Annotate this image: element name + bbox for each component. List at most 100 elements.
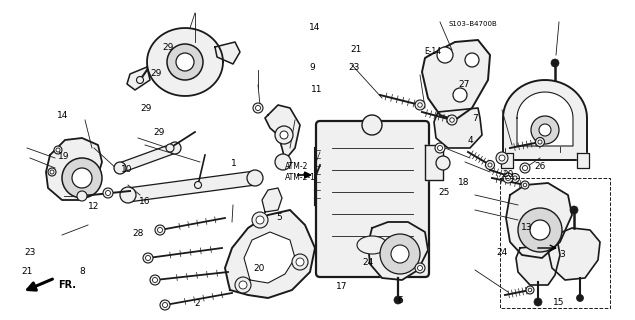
Circle shape [538, 140, 542, 144]
Polygon shape [127, 67, 150, 90]
Text: 3: 3 [559, 250, 565, 259]
Circle shape [551, 59, 559, 67]
Circle shape [437, 47, 453, 63]
Circle shape [114, 162, 126, 174]
Text: 11: 11 [311, 85, 322, 94]
Circle shape [163, 302, 168, 308]
Circle shape [292, 254, 308, 270]
Circle shape [157, 228, 163, 233]
Polygon shape [501, 153, 513, 168]
Circle shape [137, 76, 144, 84]
Text: 9: 9 [309, 63, 316, 72]
Circle shape [62, 158, 102, 198]
Text: 7: 7 [472, 114, 478, 123]
Circle shape [505, 175, 511, 180]
Circle shape [523, 165, 528, 171]
Circle shape [447, 115, 457, 125]
Circle shape [503, 173, 513, 183]
Circle shape [391, 245, 409, 263]
Circle shape [570, 206, 578, 214]
Text: S103–B4700B: S103–B4700B [448, 21, 497, 27]
Circle shape [145, 255, 150, 260]
Polygon shape [516, 244, 560, 285]
Polygon shape [265, 105, 300, 160]
Circle shape [72, 168, 92, 188]
Circle shape [143, 253, 153, 263]
Text: 4: 4 [467, 136, 472, 145]
Text: 27: 27 [458, 80, 469, 89]
Text: 19: 19 [58, 152, 69, 161]
Text: 21: 21 [350, 45, 361, 54]
Text: 6: 6 [397, 296, 403, 305]
Circle shape [531, 116, 559, 144]
Polygon shape [425, 145, 443, 180]
Circle shape [523, 183, 527, 187]
Circle shape [488, 163, 492, 167]
Circle shape [518, 208, 562, 252]
Text: 21: 21 [21, 268, 32, 276]
Polygon shape [215, 42, 240, 64]
Circle shape [54, 146, 62, 154]
Text: 10: 10 [121, 165, 133, 174]
Circle shape [176, 53, 194, 71]
Circle shape [528, 288, 531, 292]
Text: 28: 28 [133, 229, 144, 238]
Polygon shape [262, 188, 282, 212]
Circle shape [513, 176, 517, 180]
Text: 23: 23 [349, 63, 360, 72]
Circle shape [496, 152, 508, 164]
Text: 2: 2 [194, 300, 199, 308]
Circle shape [194, 181, 201, 188]
Circle shape [465, 53, 479, 67]
Circle shape [417, 266, 422, 270]
Circle shape [160, 300, 170, 310]
Circle shape [239, 281, 247, 289]
Circle shape [534, 298, 542, 306]
Text: 17: 17 [336, 282, 347, 291]
Circle shape [362, 115, 382, 135]
Circle shape [50, 170, 54, 174]
Circle shape [150, 275, 160, 285]
Circle shape [530, 220, 550, 240]
Circle shape [521, 181, 529, 189]
Circle shape [105, 190, 110, 196]
Circle shape [435, 143, 445, 153]
Circle shape [486, 161, 495, 170]
Circle shape [511, 173, 519, 182]
Circle shape [103, 188, 113, 198]
Circle shape [252, 212, 268, 228]
Polygon shape [46, 138, 102, 200]
Polygon shape [548, 228, 600, 280]
Circle shape [48, 168, 56, 176]
Text: 20: 20 [502, 170, 514, 179]
Circle shape [520, 163, 530, 173]
Circle shape [253, 103, 263, 113]
Circle shape [436, 156, 450, 170]
Text: 15: 15 [553, 298, 565, 307]
Text: 24: 24 [363, 258, 374, 267]
Polygon shape [118, 143, 177, 173]
Circle shape [235, 277, 251, 293]
Circle shape [169, 142, 181, 154]
Text: 8: 8 [79, 268, 86, 276]
Text: 29: 29 [150, 69, 161, 78]
Bar [500, 178, 610, 308]
Text: 25: 25 [439, 188, 450, 196]
Circle shape [526, 286, 534, 294]
Circle shape [167, 44, 203, 80]
Circle shape [256, 216, 264, 224]
Circle shape [539, 124, 551, 136]
Circle shape [77, 191, 87, 201]
Circle shape [120, 187, 136, 203]
Circle shape [280, 131, 288, 139]
Polygon shape [127, 171, 256, 202]
Text: 29: 29 [163, 43, 174, 52]
Circle shape [453, 88, 467, 102]
Circle shape [275, 154, 291, 170]
Circle shape [166, 144, 174, 152]
Text: 14: 14 [309, 23, 320, 32]
Circle shape [247, 170, 263, 186]
FancyBboxPatch shape [316, 121, 429, 277]
Ellipse shape [357, 236, 387, 254]
Polygon shape [503, 80, 587, 160]
